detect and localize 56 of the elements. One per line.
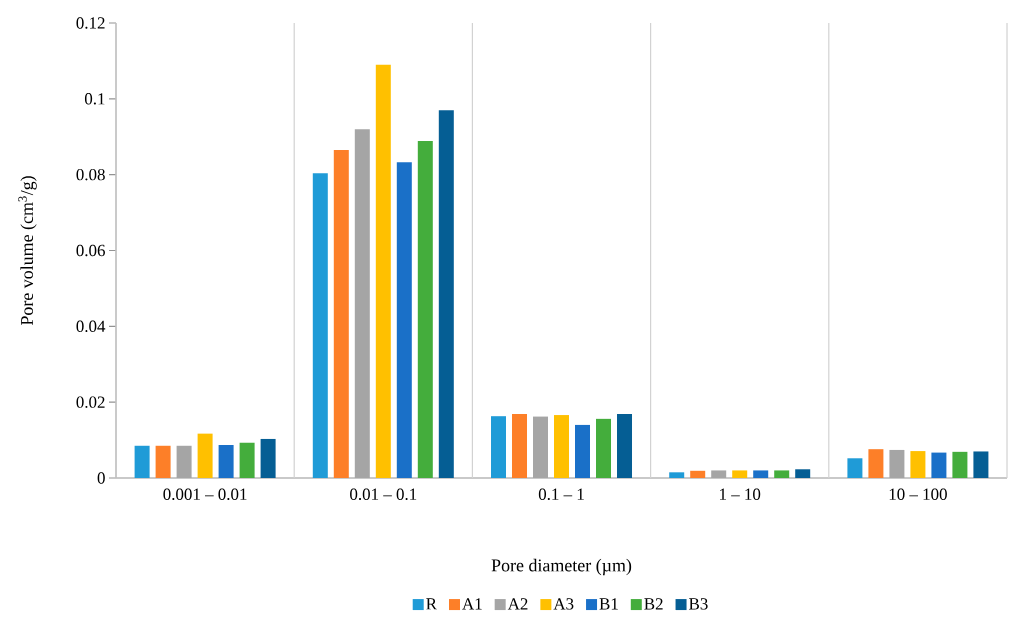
bar — [753, 470, 769, 478]
bar — [197, 433, 213, 478]
x-axis-title: Pore diameter (µm) — [491, 558, 632, 576]
bar — [554, 415, 569, 478]
bar — [155, 445, 171, 478]
bar — [134, 445, 150, 478]
bar — [218, 445, 234, 478]
bar — [239, 442, 255, 478]
bar — [868, 449, 884, 478]
bar — [732, 470, 748, 478]
y-tick-label: 0.12 — [76, 17, 105, 29]
x-tick-label: 1 – 10 — [720, 488, 761, 500]
bar — [396, 162, 412, 478]
bar — [795, 469, 811, 478]
bar — [312, 173, 328, 478]
y-axis-title: Pore volume (cm$^{3}$/g) — [18, 176, 37, 326]
bar — [491, 416, 506, 478]
bar — [575, 424, 590, 478]
bar — [533, 416, 548, 478]
bar — [711, 470, 727, 478]
y-tick-label: 0.08 — [76, 168, 105, 181]
bar — [596, 418, 612, 478]
legend-label: B3 — [689, 598, 708, 610]
bar — [417, 140, 433, 478]
legend-label: B1 — [599, 598, 618, 610]
bar — [375, 64, 391, 478]
x-tick-label: 10 – 100 — [889, 488, 947, 500]
bar — [847, 458, 863, 478]
bar — [669, 472, 685, 478]
y-tick-label: 0 — [97, 472, 105, 484]
bar — [333, 150, 349, 478]
bar — [438, 110, 454, 478]
bar — [931, 452, 947, 478]
bar — [690, 470, 706, 478]
legend-label: B2 — [644, 598, 663, 610]
legend-label: A3 — [553, 598, 574, 610]
y-tick-label: 0.04 — [76, 320, 106, 333]
legend-label: A1 — [462, 598, 482, 610]
bar — [512, 413, 527, 478]
bar — [973, 451, 989, 478]
bar — [889, 449, 905, 478]
bar — [952, 451, 968, 478]
bar — [774, 470, 790, 478]
x-tick-label: 0.1 – 1 — [538, 488, 584, 501]
y-tick-label: 0.02 — [76, 396, 105, 408]
x-tick-label: 0.01 – 0.1 — [350, 488, 417, 501]
x-tick-label: 0.001 – 0.01 — [163, 488, 247, 501]
legend-label: A2 — [507, 598, 528, 610]
bar — [354, 129, 370, 478]
y-tick-label: 0.1 — [84, 93, 105, 105]
bar — [617, 413, 633, 478]
y-tick-label: 0.06 — [76, 244, 105, 257]
bar — [260, 438, 276, 478]
legend-label: R — [426, 598, 437, 610]
bar — [910, 451, 926, 478]
bar — [176, 445, 192, 478]
